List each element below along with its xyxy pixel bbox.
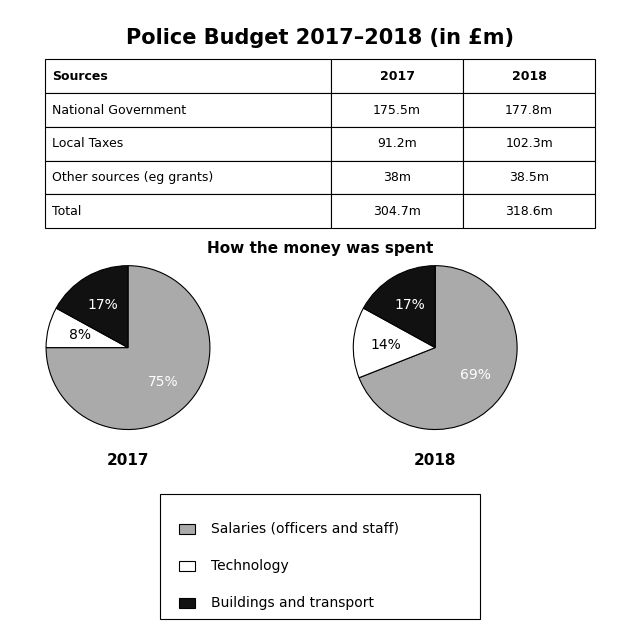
Text: Buildings and transport: Buildings and transport xyxy=(211,596,374,609)
Text: 38.5m: 38.5m xyxy=(509,171,549,184)
FancyBboxPatch shape xyxy=(331,194,463,228)
Text: 2017: 2017 xyxy=(107,453,149,468)
Text: 91.2m: 91.2m xyxy=(377,138,417,150)
FancyBboxPatch shape xyxy=(45,161,331,194)
Text: 102.3m: 102.3m xyxy=(505,138,553,150)
FancyBboxPatch shape xyxy=(331,127,463,161)
Text: National Government: National Government xyxy=(52,104,187,116)
FancyBboxPatch shape xyxy=(331,161,463,194)
Wedge shape xyxy=(56,266,128,348)
Text: Salaries (officers and staff): Salaries (officers and staff) xyxy=(211,522,399,536)
FancyBboxPatch shape xyxy=(463,59,595,93)
Wedge shape xyxy=(353,308,435,378)
FancyBboxPatch shape xyxy=(45,194,331,228)
Text: 304.7m: 304.7m xyxy=(373,205,421,217)
Text: How the money was spent: How the money was spent xyxy=(207,241,433,256)
Text: 2018: 2018 xyxy=(512,70,547,82)
FancyBboxPatch shape xyxy=(45,127,331,161)
Text: Total: Total xyxy=(52,205,82,217)
Text: 17%: 17% xyxy=(395,298,426,312)
Wedge shape xyxy=(364,266,435,348)
FancyBboxPatch shape xyxy=(179,524,195,534)
FancyBboxPatch shape xyxy=(463,161,595,194)
Text: 318.6m: 318.6m xyxy=(505,205,553,217)
FancyBboxPatch shape xyxy=(160,494,480,619)
Text: 177.8m: 177.8m xyxy=(505,104,553,116)
Text: 8%: 8% xyxy=(69,328,92,342)
FancyBboxPatch shape xyxy=(463,127,595,161)
Text: Local Taxes: Local Taxes xyxy=(52,138,124,150)
Text: 38m: 38m xyxy=(383,171,411,184)
FancyBboxPatch shape xyxy=(463,93,595,127)
Wedge shape xyxy=(359,266,517,429)
Text: 17%: 17% xyxy=(88,298,118,312)
Text: Police Budget 2017–2018 (in £m): Police Budget 2017–2018 (in £m) xyxy=(126,28,514,48)
FancyBboxPatch shape xyxy=(179,561,195,571)
Text: 75%: 75% xyxy=(147,376,178,389)
Text: Technology: Technology xyxy=(211,559,288,573)
FancyBboxPatch shape xyxy=(331,93,463,127)
FancyBboxPatch shape xyxy=(463,194,595,228)
FancyBboxPatch shape xyxy=(45,93,331,127)
Wedge shape xyxy=(46,308,128,348)
Text: 14%: 14% xyxy=(371,338,401,351)
Text: 2018: 2018 xyxy=(414,453,456,468)
FancyBboxPatch shape xyxy=(179,598,195,608)
FancyBboxPatch shape xyxy=(331,59,463,93)
Text: 69%: 69% xyxy=(460,368,492,382)
Text: Sources: Sources xyxy=(52,70,108,82)
FancyBboxPatch shape xyxy=(45,59,331,93)
Wedge shape xyxy=(46,266,210,429)
Text: Other sources (eg grants): Other sources (eg grants) xyxy=(52,171,214,184)
Text: 175.5m: 175.5m xyxy=(373,104,421,116)
Text: 2017: 2017 xyxy=(380,70,415,82)
